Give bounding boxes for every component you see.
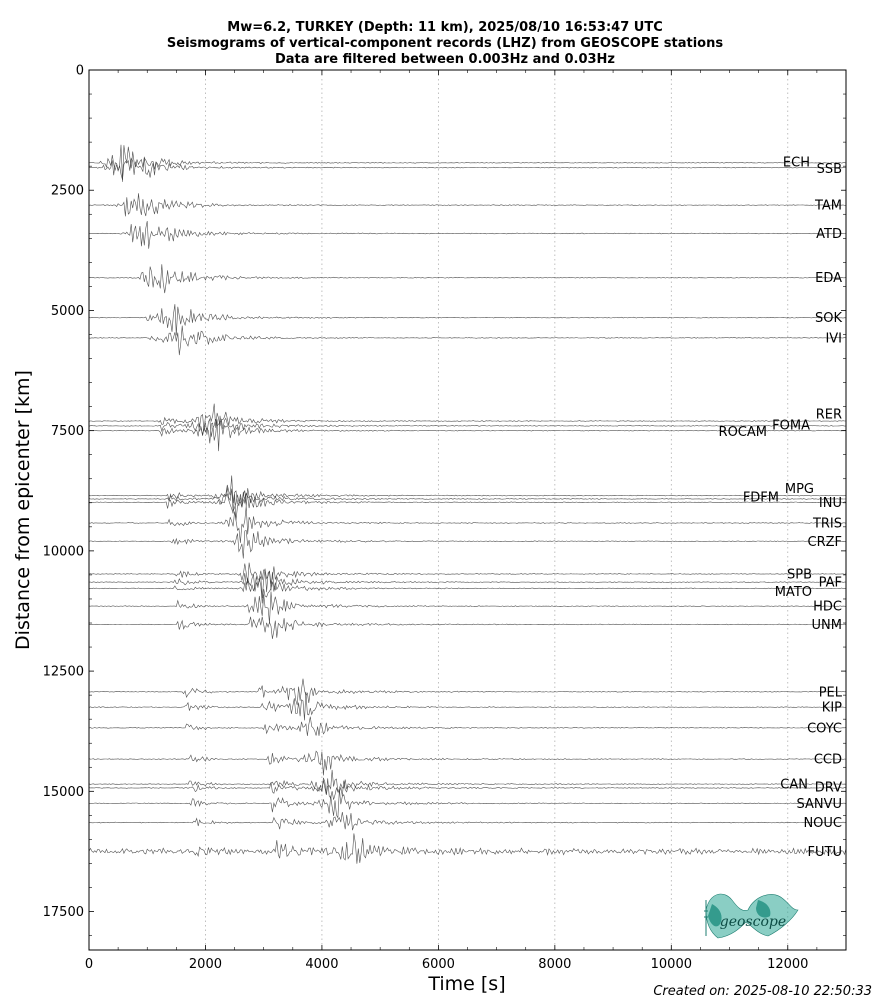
seismogram-trace-ccd <box>88 750 847 776</box>
y-tick-label: 0 <box>76 64 84 79</box>
y-tick-label: 17500 <box>43 905 84 920</box>
station-label-ivi: IVI <box>825 331 842 346</box>
station-label-inu: INU <box>819 496 842 511</box>
seismogram-trace-sok <box>88 304 847 336</box>
station-label-rocam: ROCAM <box>719 425 767 440</box>
x-tick-label: 10000 <box>651 957 692 972</box>
seismogram-traces <box>88 144 847 864</box>
station-label-kip: KIP <box>822 701 842 716</box>
station-label-paf: PAF <box>819 576 842 591</box>
seismogram-trace-drv <box>88 778 847 800</box>
seismogram-trace-crzf <box>88 530 847 559</box>
x-tick-label: 2000 <box>189 957 222 972</box>
y-axis-label: Distance from epicenter [km] <box>12 370 34 650</box>
station-label-mato: MATO <box>775 585 812 600</box>
seismogram-trace-paf <box>89 568 847 598</box>
seismogram-trace-tris <box>88 505 847 543</box>
seismogram-trace-hdc <box>88 591 847 624</box>
station-label-rer: RER <box>816 408 842 423</box>
seismogram-trace-fdfm <box>88 487 847 512</box>
seismogram-trace-mpg <box>88 475 846 507</box>
y-tick-label: 10000 <box>43 544 84 559</box>
station-label-hdc: HDC <box>813 600 842 615</box>
seismogram-trace-rer <box>88 403 846 432</box>
seismogram-trace-mato <box>88 576 847 604</box>
x-tick-label: 12000 <box>767 957 808 972</box>
station-label-eda: EDA <box>815 271 842 286</box>
station-label-ech: ECH <box>783 155 810 170</box>
geoscope-logo: geoscope <box>704 893 799 939</box>
chart-title: Mw=6.2, TURKEY (Depth: 11 km), 2025/08/1… <box>167 20 723 67</box>
geoscope-logo-text: geoscope <box>720 914 786 930</box>
chart-title-line-1: Mw=6.2, TURKEY (Depth: 11 km), 2025/08/1… <box>227 20 662 35</box>
seismogram-trace-ssb <box>88 156 846 180</box>
station-label-futu: FUTU <box>808 845 842 860</box>
y-tick-label: 15000 <box>43 785 84 800</box>
station-label-crzf: CRZF <box>808 535 843 550</box>
seismogram-trace-ech <box>88 144 847 182</box>
seismogram-trace-eda <box>88 264 847 294</box>
station-label-sok: SOK <box>815 311 842 326</box>
x-tick-label: 8000 <box>538 957 571 972</box>
seismogram-trace-pel <box>88 678 847 706</box>
geoscope-globe-icon <box>704 893 799 939</box>
station-label-unm: UNM <box>812 618 842 633</box>
station-label-tam: TAM <box>814 199 842 214</box>
seismogram-trace-rocam <box>88 415 847 452</box>
seismogram-trace-spb <box>88 562 847 584</box>
station-label-spb: SPB <box>787 567 812 582</box>
plot-frame <box>88 69 847 951</box>
station-label-atd: ATD <box>816 227 842 242</box>
seismogram-trace-ivi <box>88 325 847 356</box>
seismogram-trace-kip <box>88 691 847 721</box>
x-tick-label: 4000 <box>305 957 338 972</box>
seismogram-trace-atd <box>89 220 847 249</box>
station-label-foma: FOMA <box>772 418 810 433</box>
y-tick-label: 7500 <box>51 424 84 439</box>
seismogram-trace-foma <box>88 417 847 437</box>
station-label-drv: DRV <box>815 780 842 795</box>
created-timestamp: Created on: 2025-08-10 22:50:33 <box>653 984 872 999</box>
station-label-nouc: NOUC <box>803 816 842 831</box>
chart-title-line-2: Seismograms of vertical-component record… <box>167 36 723 51</box>
station-label-ssb: SSB <box>817 162 842 177</box>
y-tick-label: 2500 <box>51 184 84 199</box>
station-label-sanvu: SANVU <box>796 797 842 812</box>
x-axis-label: Time [s] <box>427 973 505 995</box>
y-tick-label: 12500 <box>43 665 84 680</box>
seismogram-trace-nouc <box>89 811 847 831</box>
station-label-fdfm: FDFM <box>743 490 779 505</box>
seismogram-trace-unm <box>89 616 847 639</box>
seismogram-trace-inu <box>88 491 847 521</box>
station-labels: ECH SSB TAM ATD EDA SOK IVI RER FOMA ROCAM MPG FDFM… <box>719 155 843 860</box>
seismogram-trace-tam <box>88 193 847 217</box>
x-tick-label: 0 <box>85 957 93 972</box>
seismogram-trace-coyc <box>88 716 847 736</box>
seismogram-trace-can <box>88 769 847 795</box>
station-label-ccd: CCD <box>814 753 842 768</box>
chart-title-line-3: Data are filtered between 0.003Hz and 0.… <box>275 52 615 67</box>
x-tick-label: 6000 <box>422 957 455 972</box>
station-label-pel: PEL <box>819 685 843 700</box>
station-label-coyc: COYC <box>807 721 842 736</box>
station-label-mpg: MPG <box>785 482 814 497</box>
y-tick-label: 5000 <box>51 304 84 319</box>
station-label-can: CAN <box>780 778 808 793</box>
station-label-tris: TRIS <box>812 516 842 531</box>
seismogram-trace-sanvu <box>89 788 847 819</box>
seismogram-trace-futu <box>88 833 847 864</box>
